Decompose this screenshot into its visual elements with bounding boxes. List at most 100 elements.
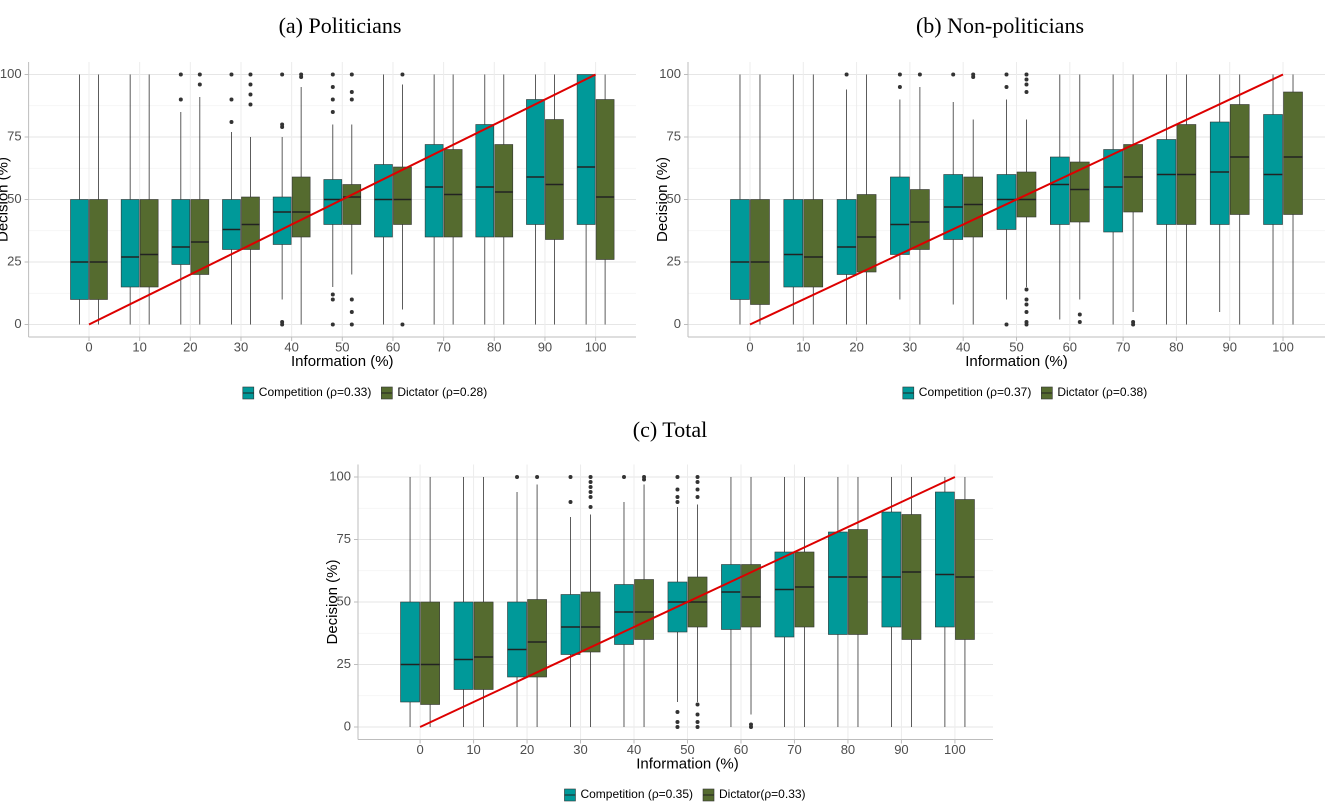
box: [901, 514, 922, 640]
outlier: [844, 72, 849, 77]
y-tick-label: 75: [7, 128, 21, 143]
box: [741, 564, 761, 628]
y-tick-label: 50: [7, 191, 21, 206]
outlier: [1024, 302, 1029, 307]
y-axis-title: Decision (%): [0, 157, 12, 242]
legend-label: Competition (ρ=0.37): [919, 385, 1032, 399]
outlier: [330, 72, 335, 77]
box: [291, 176, 311, 238]
box: [171, 199, 191, 265]
outlier: [675, 710, 680, 714]
outlier: [695, 480, 700, 484]
y-tick-label: 25: [667, 253, 681, 268]
outlier: [178, 72, 183, 77]
x-tick-label: 40: [956, 339, 970, 354]
legend-label: Competition (ρ=0.35): [580, 787, 693, 801]
box: [856, 194, 877, 273]
box: [241, 196, 260, 250]
box: [400, 601, 420, 703]
box: [730, 199, 750, 300]
box: [580, 591, 601, 653]
x-tick-label: 80: [1169, 339, 1183, 354]
x-tick-label: 90: [1222, 339, 1236, 354]
outlier: [1077, 320, 1082, 324]
box: [881, 511, 902, 628]
box: [393, 166, 412, 225]
outlier: [229, 72, 234, 77]
outlier: [248, 92, 253, 97]
y-tick-label: 50: [337, 593, 351, 608]
box: [190, 199, 210, 275]
outlier: [675, 487, 680, 492]
outlier: [349, 90, 354, 94]
box: [545, 119, 564, 240]
box: [139, 199, 159, 288]
outlier: [178, 97, 183, 102]
x-tick-label: 40: [627, 742, 641, 757]
x-axis-title: Information (%): [291, 353, 394, 370]
y-tick-label: 50: [667, 191, 681, 206]
reference-line: [749, 73, 1284, 326]
outlier: [330, 85, 335, 89]
outlier: [229, 120, 234, 124]
legend: Competition (ρ=0.37) Dictator (ρ=0.38): [902, 385, 1147, 400]
outlier: [515, 475, 520, 479]
box: [1050, 156, 1070, 225]
y-tick-label: 100: [0, 66, 22, 81]
chart-title: (c) Total: [633, 417, 707, 442]
outlier: [330, 322, 335, 327]
box: [527, 599, 547, 678]
x-tick-label: 0: [746, 339, 753, 354]
box: [560, 594, 581, 655]
outlier: [588, 480, 593, 484]
outlier: [1024, 297, 1029, 302]
outlier: [1004, 72, 1009, 77]
box: [222, 199, 241, 250]
legend: Competition (ρ=0.35) Dictator(ρ=0.33): [564, 787, 806, 802]
box: [890, 176, 910, 255]
y-axis-title: Decision (%): [654, 157, 671, 242]
outlier: [917, 72, 922, 77]
legend-item: Competition (ρ=0.33): [242, 385, 372, 400]
x-tick-label: 0: [85, 339, 92, 354]
outlier: [971, 72, 976, 77]
outlier: [588, 490, 593, 494]
box: [473, 601, 494, 690]
outlier: [349, 97, 354, 102]
outlier: [280, 122, 285, 127]
x-tick-label: 30: [903, 339, 917, 354]
box: [794, 551, 815, 628]
x-tick-label: 100: [944, 742, 966, 757]
outlier: [695, 725, 700, 729]
box: [828, 531, 848, 635]
outlier: [695, 487, 700, 492]
y-tick-label: 0: [674, 316, 681, 331]
y-tick-label: 0: [14, 316, 21, 331]
outlier: [588, 485, 593, 489]
outlier: [695, 475, 700, 479]
x-tick-label: 70: [1116, 339, 1130, 354]
outlier: [1024, 310, 1029, 314]
outlier: [349, 322, 354, 327]
x-tick-label: 70: [787, 742, 801, 757]
x-tick-label: 10: [796, 339, 810, 354]
chart-title: (b) Non-politicians: [916, 13, 1084, 38]
outlier: [248, 82, 253, 87]
outlier: [299, 72, 304, 77]
outlier: [675, 495, 680, 499]
box: [342, 184, 362, 225]
box: [526, 99, 545, 225]
x-tick-label: 20: [849, 339, 863, 354]
box: [374, 164, 393, 238]
outlier: [197, 72, 202, 77]
box: [507, 601, 527, 678]
legend-label: Dictator(ρ=0.33): [719, 787, 806, 801]
box: [453, 601, 474, 690]
box: [494, 144, 514, 238]
legend-label: Competition (ρ=0.33): [259, 385, 372, 399]
box: [935, 491, 955, 628]
x-tick-label: 40: [284, 339, 298, 354]
reference-line: [88, 73, 597, 326]
x-tick-label: 60: [1063, 339, 1077, 354]
